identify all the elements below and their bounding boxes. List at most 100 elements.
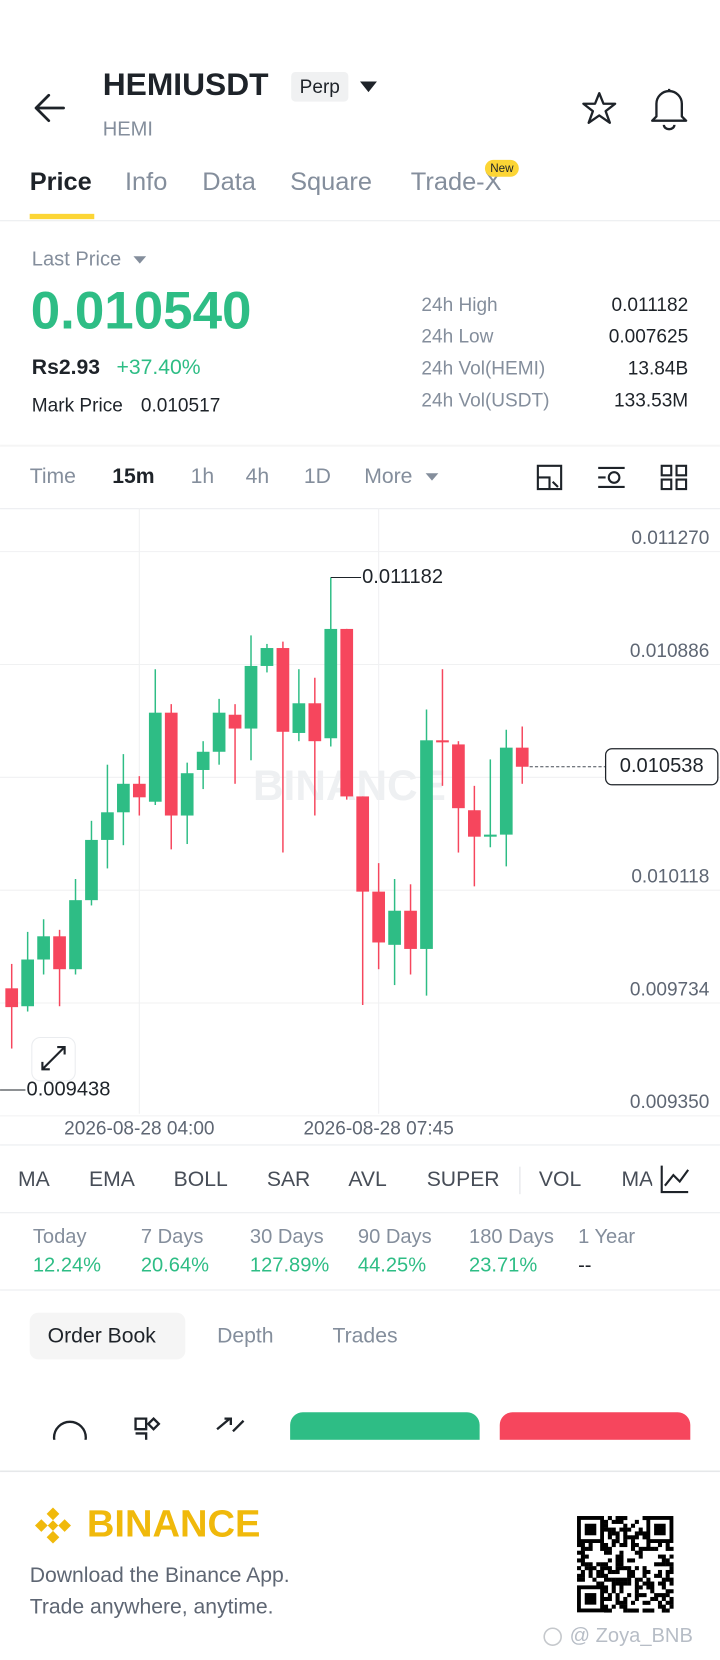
qr-cell [611,1569,616,1575]
indicator-icon[interactable] [660,1165,690,1194]
qr-cell [607,1596,612,1602]
interval[interactable]: Time [30,465,76,488]
qr-cell [638,1527,643,1532]
qr-cell [642,1573,647,1578]
indicator[interactable]: BOLL [174,1168,228,1191]
interval[interactable]: 15m [112,465,154,488]
settings-icon[interactable] [598,466,625,489]
candle-body [132,783,146,798]
qr-cell [615,1581,620,1586]
candle-body [404,910,417,949]
candle-body [388,910,401,945]
qr-cell [665,1589,670,1594]
qr-cell [630,1569,636,1575]
qr-cell [669,1596,674,1602]
qr-cell [661,1593,666,1598]
bell-icon[interactable] [651,88,688,131]
qr-cell [646,1581,651,1586]
qr-cell [642,1600,647,1605]
qr-cell [615,1519,620,1524]
qr-cell [661,1604,666,1609]
indicator[interactable]: SUPER [427,1168,500,1191]
book-tab[interactable]: Depth [217,1325,273,1348]
price-change: +37.40% [117,356,201,379]
qr-cell [634,1585,639,1590]
interval[interactable]: 4h [246,465,270,488]
qr-cell [619,1589,624,1594]
candle-body [212,712,226,752]
qr-cell [627,1577,632,1582]
indicator[interactable]: MA [18,1168,51,1191]
qr-cell [619,1577,624,1582]
qr-cell [669,1577,674,1582]
qr-cell [604,1585,609,1590]
qr-cell [588,1542,593,1548]
star-icon[interactable] [582,91,617,124]
qr-cell [665,1558,670,1563]
qr-cell [604,1589,609,1594]
book-tab[interactable]: Trades [332,1325,397,1348]
candle-body [69,900,82,970]
qr-cell [657,1562,663,1567]
indicator[interactable]: AVL [348,1168,387,1191]
qr-cell [615,1566,620,1571]
candle-body [21,959,35,1007]
tab[interactable]: Data [202,168,257,196]
qr-cell [638,1550,643,1555]
qr-cell [577,1573,582,1578]
candle-body [101,812,114,840]
qr-cell [580,1550,585,1555]
qr-cell [604,1596,609,1602]
qr-cell [619,1581,624,1586]
qr-cell [638,1577,643,1582]
qr-cell [665,1600,670,1605]
qr-cell [642,1581,647,1586]
tab[interactable]: Square [290,168,372,196]
divider [0,508,720,510]
tab[interactable]: Price [30,168,92,196]
qr-cell [615,1593,620,1598]
qr-cell [592,1577,597,1582]
stat-label: 24h Vol(USDT) [421,390,549,411]
indicator[interactable]: VOL [539,1168,582,1191]
qr-cell [600,1566,605,1571]
qr-cell [669,1562,674,1567]
last-price: 0.010540 [31,281,252,340]
qr-cell [669,1600,674,1605]
qr-cell [650,1546,655,1551]
stat-value: 13.84B [628,359,688,380]
qr-cell [638,1546,643,1551]
qr-cell [611,1539,616,1544]
interval[interactable]: 1D [304,465,331,488]
qr-cell [642,1566,647,1571]
qr-cell [650,1608,655,1613]
qr-cell [661,1554,666,1559]
dropdown[interactable] [360,81,377,93]
candle-body [468,810,481,837]
indicator[interactable]: SAR [267,1168,311,1191]
qr-cell [607,1566,612,1571]
book-tab-bg [29,1312,186,1360]
interval[interactable]: More [364,465,412,488]
qr-cell [654,1562,659,1567]
qr-cell [665,1573,670,1578]
indicator[interactable]: EMA [89,1168,136,1191]
qr-cell [657,1542,663,1548]
chart-tool-icon[interactable] [536,464,563,491]
book-tab[interactable]: Order Book [48,1325,157,1348]
interval[interactable]: 1h [191,465,215,488]
indicator[interactable]: MA [621,1168,654,1191]
last-price-caret [133,256,147,264]
qr-cell [661,1558,666,1563]
new-badge-bg [484,159,519,177]
back-arrow[interactable] [34,93,65,123]
qr-cell [627,1566,632,1571]
qr-cell [615,1558,620,1563]
qr-cell [600,1569,605,1575]
layout-icon[interactable] [660,464,688,491]
qr-cell [580,1569,585,1575]
tab[interactable]: Info [125,168,167,196]
qr-finder-core [584,1523,597,1536]
